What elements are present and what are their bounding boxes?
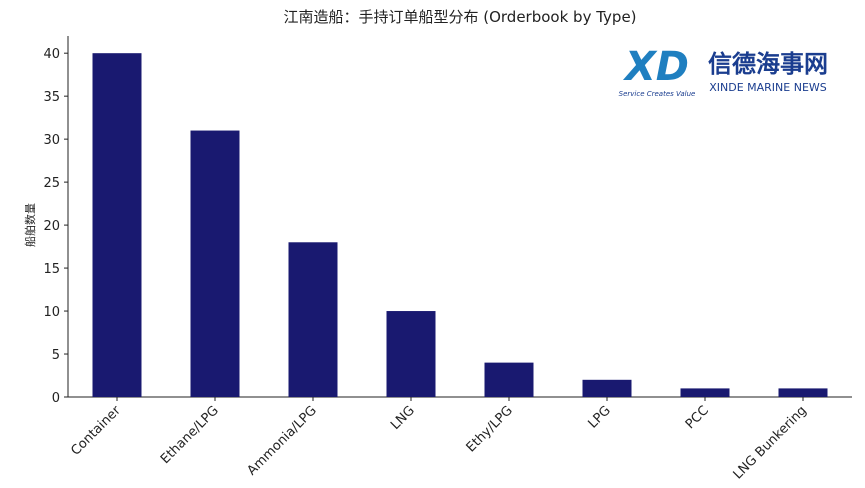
y-tick-label: 25 <box>43 176 60 191</box>
x-tick-label: Ethane/LPG <box>158 403 222 467</box>
x-tick-label: LNG <box>388 403 418 433</box>
bar <box>680 388 730 397</box>
bar <box>484 362 534 397</box>
bar <box>288 242 338 397</box>
logo-name-cn: 信德海事网 <box>708 50 828 78</box>
y-tick-label: 20 <box>43 219 60 234</box>
y-tick-label: 15 <box>43 262 60 277</box>
x-tick-label: LNG Bunkering <box>731 403 810 482</box>
bar <box>582 379 632 397</box>
logo-tagline: Service Creates Value <box>619 90 696 98</box>
y-tick-label: 0 <box>52 391 60 406</box>
x-tick-label: PCC <box>683 403 712 432</box>
x-tick-label: Ethy/LPG <box>464 403 516 455</box>
y-tick-label: 35 <box>43 90 60 105</box>
logo-name-en: XINDE MARINE NEWS <box>709 81 827 94</box>
bar <box>190 130 240 398</box>
bar <box>778 388 828 397</box>
chart-title: 江南造船：手持订单船型分布 (Orderbook by Type) <box>283 8 636 26</box>
y-tick-label: 10 <box>43 305 60 320</box>
y-axis-label: 船舶数量 <box>23 203 37 247</box>
y-tick-label: 40 <box>43 47 60 62</box>
y-tick-label: 5 <box>52 348 60 363</box>
bar <box>386 311 436 397</box>
bar <box>92 53 142 397</box>
y-tick-label: 30 <box>43 133 60 148</box>
x-tick-label: Container <box>68 403 124 459</box>
logo-mark: XD <box>622 44 689 90</box>
x-tick-label: LPG <box>585 403 613 431</box>
logo: XD Service Creates Value 信德海事网 XINDE MAR… <box>619 44 828 98</box>
x-tick-label: Ammonia/LPG <box>244 403 319 478</box>
